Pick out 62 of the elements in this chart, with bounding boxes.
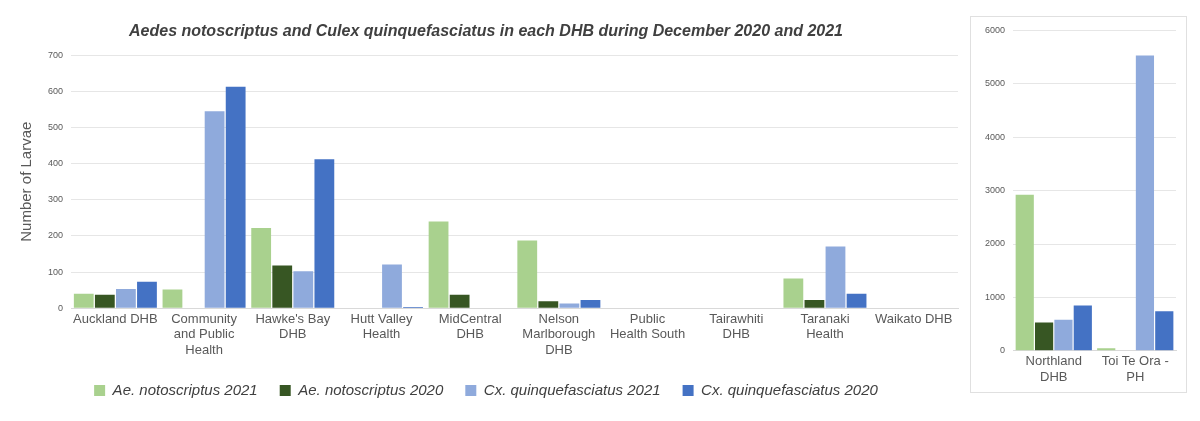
y-tick-label: 500 [47, 121, 64, 132]
x-tick-label: MidCentral DHB [438, 310, 502, 342]
x-tick-label: Northland DHB [1025, 353, 1082, 384]
y-tick-label: 200 [47, 230, 64, 241]
bar [1034, 322, 1054, 351]
x-tick-label: Taranaki Health [800, 310, 850, 342]
y-tick-label: 700 [47, 49, 64, 60]
x-tick-label: Auckland DHB [73, 310, 158, 326]
bar [538, 301, 559, 308]
y-tick-label: 2000 [984, 238, 1006, 249]
legend-label: Cx. quinquefasciatus 2021 [483, 380, 661, 398]
y-tick-label: 6000 [984, 24, 1006, 35]
x-tick-label: Tairawhiti DHB [709, 310, 764, 342]
y-tick-label: 300 [47, 194, 64, 205]
bar [1135, 55, 1155, 351]
bar [428, 221, 449, 308]
bar [825, 246, 846, 308]
x-tick-label: Toi Te Ora - PH [1101, 353, 1169, 384]
bar [137, 281, 157, 308]
y-tick-label: 0 [58, 302, 64, 313]
y-tick-label: 100 [47, 266, 64, 277]
bar [116, 289, 136, 308]
bar [225, 86, 246, 308]
bar [1054, 319, 1073, 351]
y-tick-label: 400 [47, 158, 64, 169]
bar [846, 293, 867, 308]
x-tick-label: Hawke's Bay DHB [255, 310, 331, 342]
y-tick-label: 0 [1000, 345, 1006, 356]
y-tick-label: 3000 [984, 185, 1006, 196]
x-tick-label: Community and Public Health [171, 310, 238, 357]
legend-label: Cx. quinquefasciatus 2020 [701, 380, 879, 398]
bar [804, 299, 825, 308]
bar [251, 227, 272, 308]
x-tick-label: Nelson Marlborough DHB [522, 310, 596, 357]
bar [272, 265, 293, 308]
bar [382, 264, 402, 308]
bar [1097, 348, 1116, 351]
bar [314, 159, 335, 308]
bar [94, 294, 115, 308]
bar [580, 299, 601, 308]
bar [783, 278, 804, 308]
x-tick-label: Public Health South [609, 310, 686, 342]
y-tick-label: 5000 [984, 78, 1006, 89]
y-tick-label: 600 [47, 85, 64, 96]
bar [517, 240, 538, 308]
x-tick-label: Hutt Valley Health [350, 310, 413, 342]
bar [204, 111, 225, 308]
bar [1015, 194, 1034, 351]
legend-label: Ae. notoscriptus 2020 [297, 380, 444, 398]
bar [559, 303, 580, 308]
y-tick-label: 4000 [984, 131, 1006, 142]
x-tick-label: Waikato DHB [874, 310, 953, 326]
bar [449, 294, 470, 308]
bar [1155, 311, 1174, 351]
bar [293, 271, 314, 308]
y-tick-label: 1000 [984, 291, 1006, 302]
legend-label: Ae. notoscriptus 2021 [111, 380, 258, 398]
chart-title: Aedes notoscriptus and Culex quinquefasciatus in each DHB during December 2020 and 2021 [128, 22, 844, 40]
bar [73, 293, 94, 308]
y-axis-title: Number of Larvae [17, 121, 35, 242]
bar [162, 289, 183, 308]
bar [1073, 305, 1092, 351]
